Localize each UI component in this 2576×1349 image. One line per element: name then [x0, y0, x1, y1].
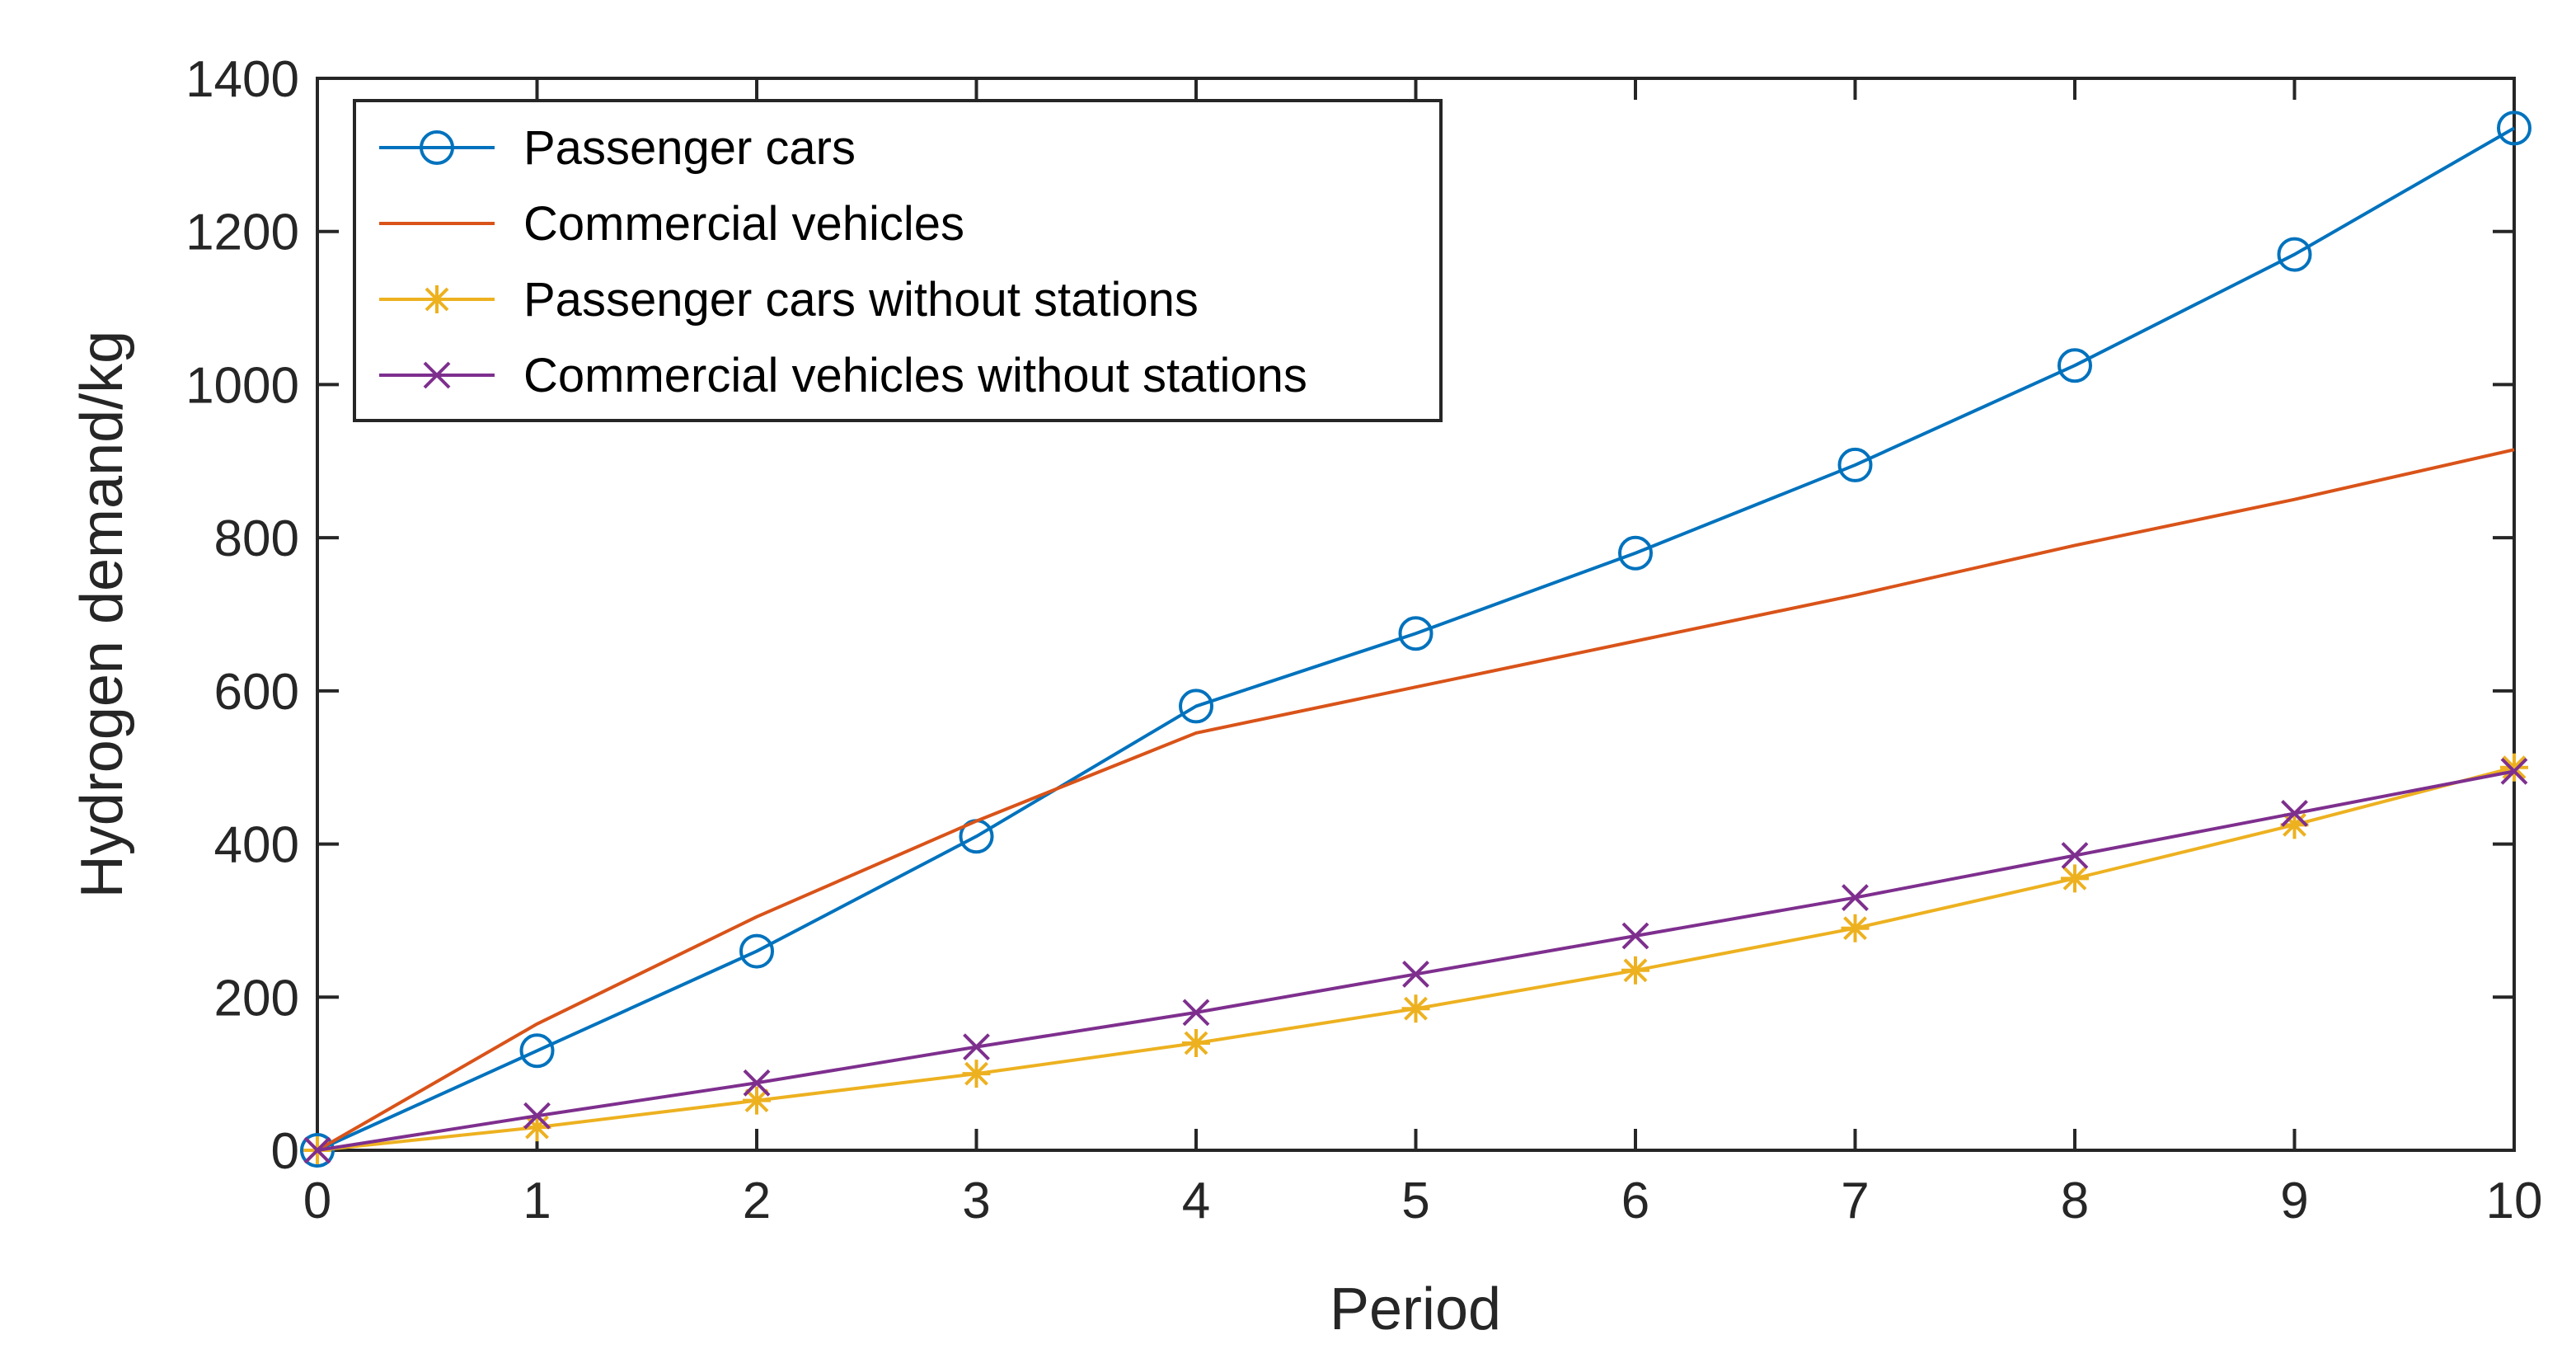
y-tick-label: 600 [214, 664, 299, 721]
data-point-stroke [963, 1033, 990, 1061]
legend-marker [423, 285, 451, 313]
data-point [1621, 922, 1649, 950]
data-point [1618, 535, 1653, 571]
data-point-stroke [964, 1061, 988, 1086]
data-point-stroke [1402, 961, 1429, 988]
x-axis-title: Period [1330, 1276, 1501, 1342]
x-tick-label: 0 [303, 1173, 331, 1229]
data-point [2061, 842, 2089, 869]
y-tick-label: 1000 [185, 357, 299, 414]
x-tick-label: 3 [962, 1173, 990, 1229]
data-point [963, 1033, 990, 1061]
data-point-stroke [1623, 958, 1648, 983]
data-point-stroke [303, 1136, 331, 1164]
y-tick-label: 0 [271, 1123, 299, 1180]
data-point [519, 1033, 555, 1069]
data-point [743, 1069, 771, 1097]
legend-item: Commercial vehicles without stations [379, 349, 1307, 402]
data-point [739, 933, 774, 969]
legend-marker [420, 130, 454, 165]
legend-marker-stroke [425, 287, 449, 312]
data-point [1842, 884, 1869, 911]
data-point [1621, 956, 1649, 985]
data-point-stroke [743, 1069, 771, 1097]
x-tick-label: 4 [1182, 1173, 1210, 1229]
x-tick-label: 8 [2061, 1173, 2089, 1229]
data-point [1182, 999, 1210, 1027]
data-point-stroke [1184, 1031, 1208, 1055]
data-point [1398, 616, 1433, 651]
series-2 [317, 448, 2515, 1152]
data-point-stroke [1621, 922, 1649, 950]
series-4 [303, 757, 2528, 1164]
legend-label: Passenger cars without stations [523, 273, 1199, 327]
data-point-stroke [1843, 916, 1867, 941]
data-point-stroke [523, 1102, 551, 1130]
data-point-stroke [2061, 842, 2089, 869]
data-point [1182, 1029, 1210, 1057]
legend-label: Commercial vehicles [523, 197, 964, 251]
x-tick-label: 7 [1841, 1173, 1869, 1229]
data-point [1841, 914, 1870, 942]
data-point-stroke [744, 1088, 769, 1113]
data-point-stroke [1404, 996, 1428, 1021]
data-point [523, 1102, 551, 1130]
legend-box [353, 99, 1443, 422]
y-tick-label: 800 [214, 510, 299, 567]
y-tick-label: 1200 [185, 204, 299, 261]
y-tick-label: 200 [214, 970, 299, 1027]
data-point-stroke [2281, 800, 2308, 827]
data-point [303, 1136, 331, 1164]
data-point [2058, 348, 2092, 383]
data-point-stroke [2062, 866, 2087, 891]
data-point [1401, 994, 1430, 1023]
x-tick-label: 2 [743, 1173, 771, 1229]
data-point-stroke [1182, 999, 1210, 1027]
data-point [1402, 961, 1429, 988]
y-axis-title: Hydrogen demand/kg [69, 331, 135, 898]
legend-item: Commercial vehicles [379, 197, 964, 251]
data-point [962, 1060, 991, 1088]
x-tick-label: 5 [1401, 1173, 1429, 1229]
x-tick-label: 10 [2486, 1173, 2543, 1229]
series-1 [300, 110, 2531, 1168]
data-point-stroke [1842, 884, 1869, 911]
x-tick-label: 6 [1621, 1173, 1649, 1229]
axis-ticks: 0 1 2 3 4 5 6 7 8 9 10 0 200 400 600 800 1000 1200 1400 [185, 51, 2542, 1229]
legend-label: Commercial vehicles without stations [523, 349, 1307, 402]
y-tick-label: 1400 [185, 51, 299, 108]
legend-label: Passenger cars [523, 121, 856, 175]
legend-item: Passenger cars without stations [379, 273, 1199, 327]
data-point [2277, 237, 2312, 272]
legend-marker [423, 361, 451, 389]
data-point-stroke [525, 1115, 549, 1140]
data-point [2061, 864, 2089, 893]
series-line [317, 126, 2515, 1152]
data-point-stroke [2500, 757, 2528, 785]
data-point [2500, 753, 2528, 782]
series-layer [300, 110, 2531, 1168]
legend-marker-stroke [423, 361, 451, 389]
data-point [2497, 110, 2531, 146]
legend-item: Passenger cars [379, 121, 856, 175]
data-point [2500, 757, 2528, 785]
data-point [2281, 800, 2308, 827]
data-point [1179, 689, 1213, 724]
x-tick-label: 9 [2280, 1173, 2308, 1229]
x-tick-label: 1 [523, 1173, 551, 1229]
series-line [317, 448, 2515, 1152]
legend: Passenger cars Commercial vehicles Passeng… [353, 99, 1443, 422]
data-point-stroke [2502, 755, 2527, 780]
y-tick-label: 400 [214, 817, 299, 874]
data-point [743, 1086, 771, 1115]
data-point-stroke [2283, 812, 2306, 837]
data-point [1837, 447, 1873, 482]
